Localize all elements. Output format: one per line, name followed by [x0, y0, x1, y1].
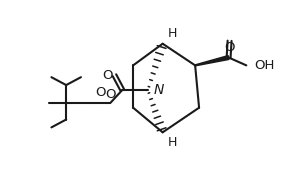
- Text: OH: OH: [254, 59, 275, 72]
- Polygon shape: [195, 56, 229, 66]
- Text: O: O: [105, 88, 116, 101]
- Text: O: O: [224, 41, 235, 54]
- Text: H: H: [168, 27, 177, 40]
- Text: N: N: [154, 83, 164, 97]
- Text: H: H: [168, 136, 177, 149]
- Text: O: O: [102, 69, 113, 82]
- Text: O: O: [95, 87, 106, 100]
